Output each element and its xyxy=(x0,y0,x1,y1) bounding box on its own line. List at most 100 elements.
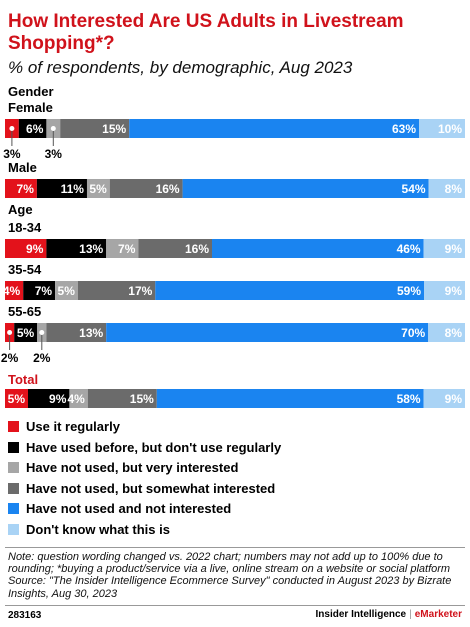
data-label: 9% xyxy=(445,392,463,406)
data-label: 9% xyxy=(49,392,67,406)
chart-id: 283163 xyxy=(8,610,42,621)
data-label: 7% xyxy=(118,242,136,256)
bar-segment xyxy=(212,239,424,258)
legend-label: Have not used, but very interested xyxy=(26,460,239,476)
chart-title: How Interested Are US Adults in Livestre… xyxy=(8,11,404,54)
brand-line: Insider Intelligence | eMarketer xyxy=(316,609,462,620)
data-label: 9% xyxy=(445,284,463,298)
divider xyxy=(5,605,465,606)
footnote-note: Note: question wording changed vs. 2022 … xyxy=(8,551,451,576)
callout-dot xyxy=(7,330,13,335)
row-label: Male xyxy=(8,160,37,175)
data-label: 15% xyxy=(130,392,154,406)
legend-label: Have not used, but somewhat interested xyxy=(26,480,276,496)
data-label: 16% xyxy=(156,182,180,196)
bar-segment xyxy=(106,323,429,342)
data-label: 11% xyxy=(61,182,85,196)
bar-segment xyxy=(77,281,156,300)
data-label: 9% xyxy=(26,242,44,256)
data-label: 15% xyxy=(102,122,126,136)
data-label: 46% xyxy=(397,242,421,256)
data-label: 5% xyxy=(8,392,26,406)
row-label: 18-34 xyxy=(8,220,42,235)
callout-dot xyxy=(50,126,56,131)
bar-segment xyxy=(5,281,24,300)
data-label: 8% xyxy=(445,326,463,340)
data-label: 9% xyxy=(445,242,463,256)
bar-segment xyxy=(428,323,465,342)
bar-segment xyxy=(87,389,157,408)
data-label: 16% xyxy=(185,242,209,256)
bar-segment xyxy=(36,179,87,198)
data-label: 4% xyxy=(3,284,21,298)
bar-segment xyxy=(18,119,47,138)
data-label: 8% xyxy=(445,182,463,196)
data-label: 7% xyxy=(17,182,35,196)
group-label: Age xyxy=(8,202,33,217)
row-label: 35-54 xyxy=(8,262,42,277)
brand-name: Insider Intelligence xyxy=(315,609,407,620)
bar-segment xyxy=(46,323,107,342)
bar-segment xyxy=(109,179,183,198)
data-label: 59% xyxy=(397,284,421,298)
callout-dot xyxy=(9,126,15,131)
data-label: 13% xyxy=(79,242,103,256)
data-label: 54% xyxy=(402,182,426,196)
bar-segment xyxy=(5,179,37,198)
legend-swatch xyxy=(8,503,19,515)
bar-segment xyxy=(86,179,110,198)
bar-segment xyxy=(156,389,424,408)
data-label: 70% xyxy=(401,326,425,340)
bar-segment xyxy=(23,281,56,300)
bar-segment xyxy=(69,389,88,408)
bar-segment xyxy=(46,239,107,258)
bar-segment xyxy=(14,323,38,342)
data-label: 17% xyxy=(128,284,152,298)
legend-label: Have used before, but don't use regularl… xyxy=(26,439,282,455)
bar-segment xyxy=(423,389,465,408)
bar-segment xyxy=(419,119,465,138)
brand-accent: eMarketer xyxy=(414,609,462,620)
bar-segment xyxy=(106,239,139,258)
bar-segment xyxy=(55,281,78,300)
legend-swatch xyxy=(8,524,19,535)
group-label: Gender xyxy=(8,84,54,99)
data-label: 6% xyxy=(26,122,44,136)
legend-label: Don't know what this is xyxy=(26,522,170,537)
chart-subtitle: % of respondents, by demographic, Aug 20… xyxy=(8,58,353,77)
legend-label: Use it regularly xyxy=(26,419,120,434)
data-label: 5% xyxy=(58,284,76,298)
callout-label: 2% xyxy=(1,351,19,365)
bar-segment xyxy=(428,179,465,198)
bar-segment xyxy=(138,239,212,258)
divider xyxy=(5,547,465,548)
callout-label: 3% xyxy=(45,147,63,161)
data-label: 58% xyxy=(397,392,421,406)
legend-swatch xyxy=(8,462,19,474)
callout-label: 2% xyxy=(33,351,51,365)
brand-separator: | xyxy=(409,609,412,620)
data-label: 4% xyxy=(67,392,85,406)
legend-swatch xyxy=(8,421,19,432)
data-label: 13% xyxy=(79,326,103,340)
legend-label: Have not used and not interested xyxy=(26,501,232,517)
bar-segment xyxy=(60,119,130,138)
bar-segment xyxy=(5,389,28,408)
data-label: 5% xyxy=(17,326,35,340)
legend-swatch xyxy=(8,441,19,453)
footnote-source: Source: "The Insider Intelligence Ecomme… xyxy=(8,575,452,600)
callout-label: 3% xyxy=(3,147,21,161)
bar-segment xyxy=(28,389,70,408)
data-label: 5% xyxy=(89,182,107,196)
bar-segment xyxy=(5,239,47,258)
data-label: 10% xyxy=(438,122,462,136)
row-label: Female xyxy=(8,100,53,115)
data-label: 63% xyxy=(392,122,416,136)
bar-segment xyxy=(423,239,465,258)
row-label: 55-65 xyxy=(8,304,41,319)
group-label: Total xyxy=(8,372,38,387)
bar-segment xyxy=(424,281,465,300)
legend-swatch xyxy=(8,482,19,494)
data-label: 7% xyxy=(35,284,53,298)
